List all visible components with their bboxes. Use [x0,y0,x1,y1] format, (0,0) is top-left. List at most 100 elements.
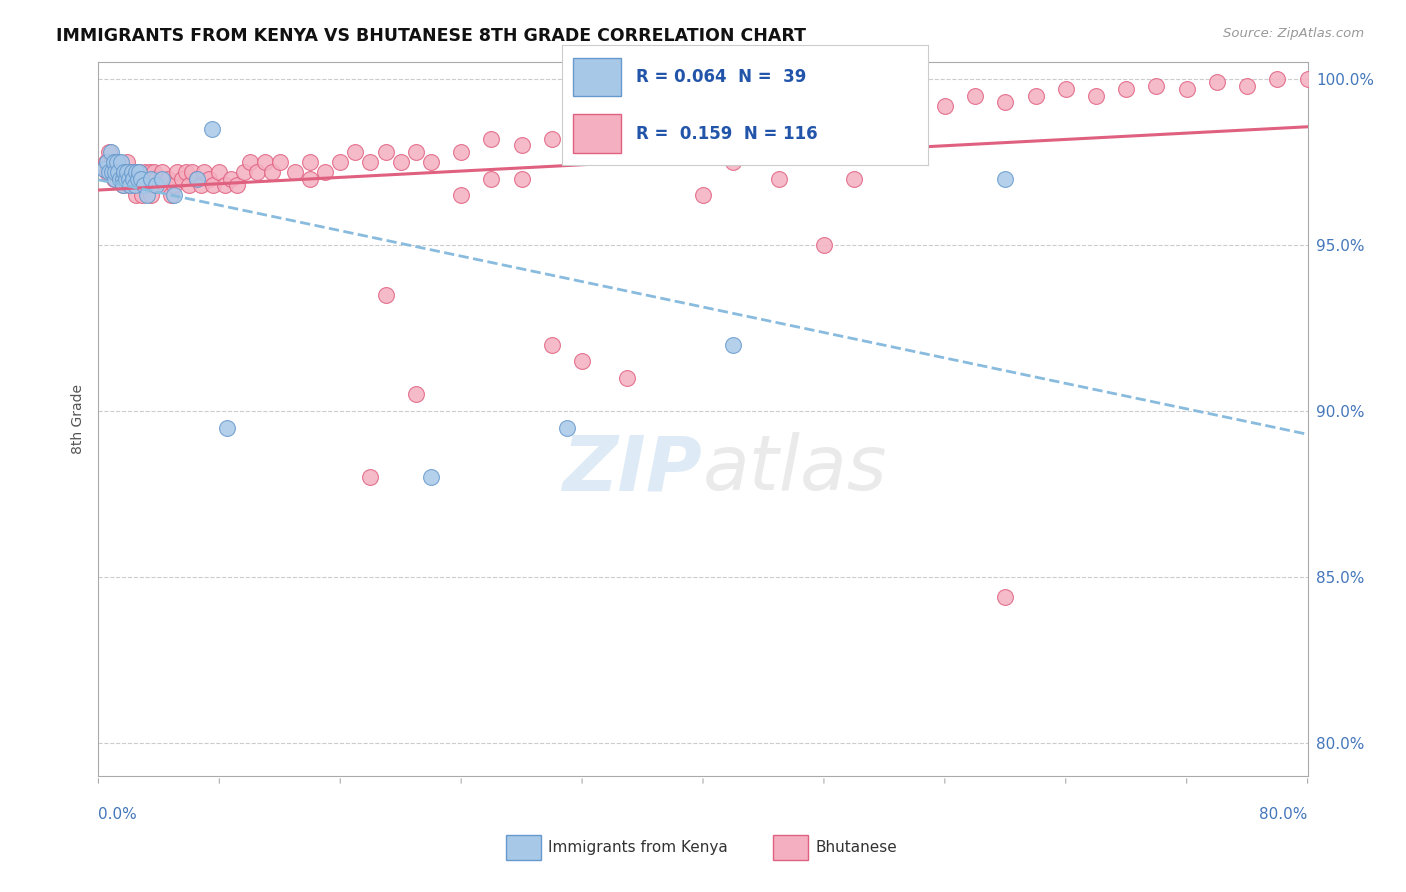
Point [148,178,170,193]
Point [481,171,503,186]
Point [127,171,149,186]
Point [104,155,127,169]
Point [136,178,159,193]
Point [221,171,243,186]
Point [128,165,150,179]
Point [104,171,127,186]
Text: ZIP: ZIP [564,433,703,506]
Point [1296,72,1319,87]
Point [118,171,141,186]
Point [166,165,188,179]
Point [419,155,441,169]
Point [344,145,367,159]
Point [768,171,790,186]
Point [782,105,804,120]
Point [101,165,124,179]
Bar [574,58,621,96]
Point [135,188,157,202]
Point [163,178,186,193]
Point [374,145,396,159]
Point [661,112,683,126]
Point [253,155,276,169]
Point [540,337,562,351]
Point [111,178,134,193]
Point [571,354,593,368]
Point [202,178,225,193]
Point [721,337,744,351]
Point [98,145,121,159]
Point [994,171,1017,186]
Bar [574,114,621,153]
Point [101,155,124,169]
Point [510,171,533,186]
Point [226,178,249,193]
Point [692,119,714,133]
Point [122,178,145,193]
Point [510,138,533,153]
Point [121,165,143,179]
Point [1236,78,1258,93]
Point [299,155,322,169]
Point [127,178,149,193]
Point [994,95,1017,110]
Point [107,165,129,179]
Point [190,178,212,193]
Point [965,88,987,103]
Point [100,145,122,159]
Point [1144,78,1167,93]
Point [143,165,166,179]
Point [105,155,128,169]
Point [120,178,142,193]
Point [141,171,163,186]
Text: Bhutanese: Bhutanese [815,840,897,855]
Point [314,165,336,179]
Point [1024,88,1046,103]
Point [105,165,128,179]
Text: R = 0.064  N =  39: R = 0.064 N = 39 [636,68,806,87]
Point [186,171,208,186]
Point [1206,75,1229,89]
Point [94,155,117,169]
Point [145,178,167,193]
Point [571,125,593,139]
Point [121,171,143,186]
Point [100,165,122,179]
Point [163,188,186,202]
Point [752,115,775,129]
Point [134,165,156,179]
Point [150,171,173,186]
Point [125,165,148,179]
Point [555,420,578,434]
Point [193,165,215,179]
Point [98,165,121,179]
Point [904,95,927,110]
Point [115,165,138,179]
Point [405,387,427,401]
Point [124,178,146,193]
Point [262,165,284,179]
Point [481,132,503,146]
Point [96,165,118,179]
Point [160,188,183,202]
Point [122,171,145,186]
Point [118,178,141,193]
Point [844,98,866,112]
Point [692,188,714,202]
Point [112,165,135,179]
Point [1085,88,1108,103]
Text: R =  0.159  N = 116: R = 0.159 N = 116 [636,125,817,143]
Text: atlas: atlas [703,433,887,506]
Point [124,165,146,179]
Point [813,112,835,126]
Point [170,171,193,186]
Point [93,161,115,176]
Point [214,178,236,193]
Point [104,165,127,179]
Point [135,171,157,186]
Text: Source: ZipAtlas.com: Source: ZipAtlas.com [1223,27,1364,40]
Point [131,188,153,202]
Point [132,178,155,193]
Point [873,105,896,120]
Y-axis label: 8th Grade: 8th Grade [70,384,84,454]
Point [103,155,125,169]
